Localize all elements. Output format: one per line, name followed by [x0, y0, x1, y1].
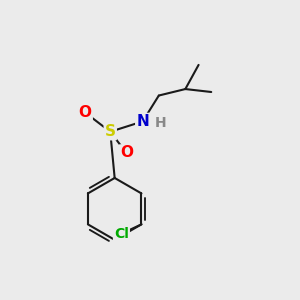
Text: H: H: [155, 116, 167, 130]
Text: O: O: [120, 146, 133, 160]
Text: Cl: Cl: [114, 227, 129, 241]
Text: O: O: [79, 105, 92, 120]
Text: S: S: [105, 124, 116, 139]
Text: N: N: [136, 114, 149, 129]
